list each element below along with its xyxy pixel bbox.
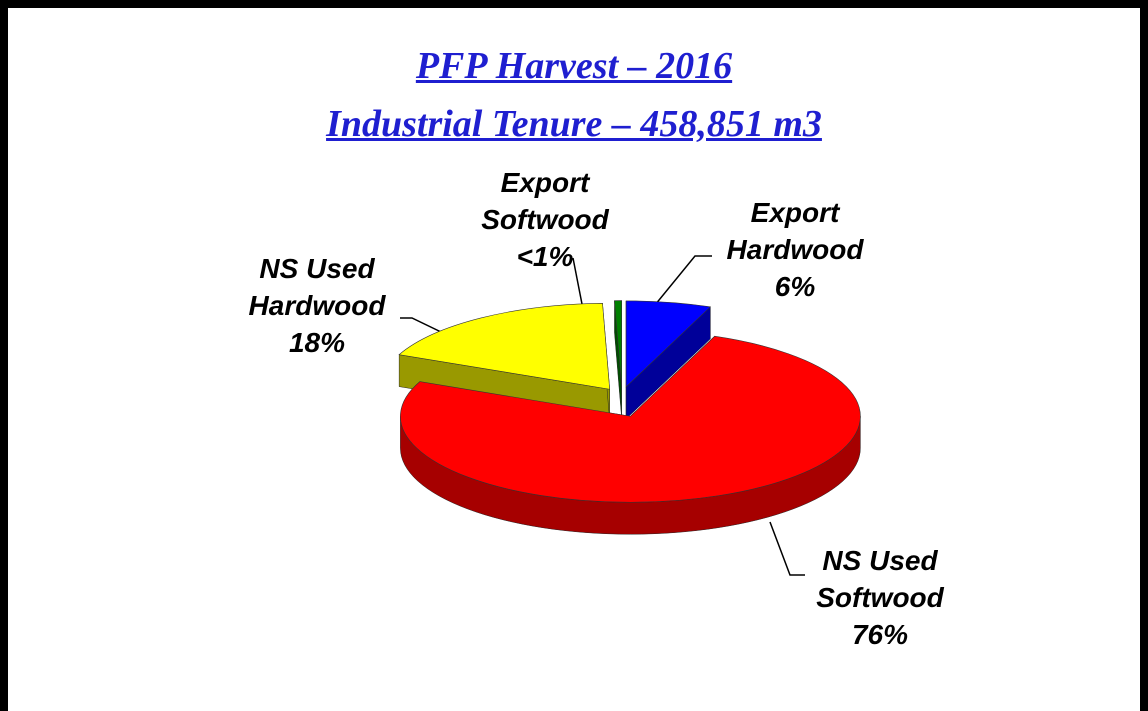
slice-label: Export Softwood <1%: [450, 164, 640, 275]
category-label: NS Used Softwood: [816, 545, 944, 613]
pie-slice: [614, 300, 622, 387]
pie-slice: [398, 302, 611, 390]
slice-label: NS Used Softwood 76%: [785, 542, 975, 653]
slice-label: Export Hardwood 6%: [700, 194, 890, 305]
chart-title: PFP Harvest – 2016: [415, 45, 733, 87]
slice-wall-shade: [614, 300, 622, 419]
category-label: Export Hardwood: [726, 197, 864, 265]
slice-wall-shade: [626, 306, 711, 419]
tops: [398, 300, 861, 503]
slice-label: NS Used Hardwood 18%: [222, 250, 412, 361]
chart-subtitle: Industrial Tenure – 458,851 m3: [326, 103, 822, 145]
value-label: 6%: [774, 271, 816, 302]
pie-slice: [400, 335, 861, 503]
value-label: 18%: [288, 327, 346, 358]
leader-line: [769, 521, 805, 576]
value-label: <1%: [516, 241, 574, 272]
value-label: 76%: [851, 619, 909, 650]
category-label: Export Softwood: [481, 167, 609, 235]
pie-slice: [625, 300, 712, 388]
category-label: NS Used Hardwood: [248, 253, 386, 321]
slice-side-shade: [400, 416, 861, 535]
